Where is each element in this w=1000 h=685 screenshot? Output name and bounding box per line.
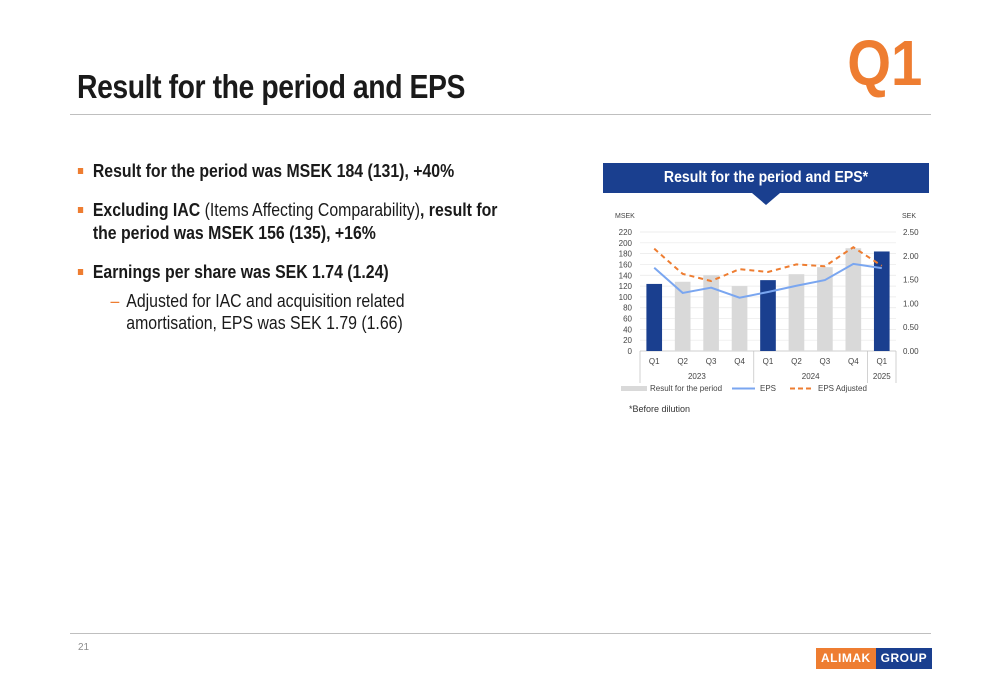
y-left-tick-label: 140 xyxy=(619,271,633,280)
legend-swatch-result xyxy=(621,386,647,391)
bullet-normal-text: (Items Affecting Comparability) xyxy=(200,200,421,220)
y-right-tick-label: 1.50 xyxy=(903,276,919,285)
x-tick-label: Q1 xyxy=(876,357,887,366)
chart-heading: Result for the period and EPS* xyxy=(603,163,929,193)
bar xyxy=(817,267,833,351)
bar xyxy=(788,274,805,351)
footer-divider xyxy=(70,633,931,634)
page-title: Result for the period and EPS xyxy=(77,68,466,105)
bullet-square-icon xyxy=(77,168,84,174)
sub-bullet-item: – Adjusted for IAC and acquisition relat… xyxy=(77,290,478,334)
x-tick-label: Q3 xyxy=(706,357,717,366)
company-logo: ALIMAK GROUP xyxy=(816,648,933,669)
y-right-tick-label: 2.00 xyxy=(903,252,919,261)
bar xyxy=(845,248,862,351)
x-tick-label: Q1 xyxy=(649,357,660,366)
bullet-item: Result for the period was MSEK 184 (131)… xyxy=(77,160,506,183)
eps-adjusted-line xyxy=(653,246,883,283)
y-left-tick-label: 0 xyxy=(628,347,633,356)
x-tick-label: Q4 xyxy=(848,357,859,366)
bullet-item: Earnings per share was SEK 1.74 (1.24) xyxy=(77,261,506,284)
x-tick-label: Q3 xyxy=(820,357,831,366)
year-group-label: 2023 xyxy=(688,372,706,381)
chart-heading-text: Result for the period and EPS* xyxy=(663,169,869,186)
bullet-square-icon xyxy=(77,207,84,213)
y-left-tick-label: 120 xyxy=(619,282,633,291)
bullet-bold-text: Result for the period was MSEK 184 (131)… xyxy=(92,161,455,181)
legend-label-eps: EPS xyxy=(760,384,776,393)
bar xyxy=(703,275,719,351)
bullet-bold-text: Excluding IAC xyxy=(92,200,201,220)
y-left-tick-label: 20 xyxy=(623,336,632,345)
y-right-tick-label: 2.50 xyxy=(903,228,919,237)
y-left-tick-label: 60 xyxy=(623,315,632,324)
bar xyxy=(760,280,776,351)
legend-label-eps-adjusted: EPS Adjusted xyxy=(818,384,867,393)
x-tick-label: Q1 xyxy=(763,357,774,366)
chart-footnote: *Before dilution xyxy=(629,404,691,414)
bar xyxy=(873,251,890,351)
y-left-tick-label: 40 xyxy=(623,325,632,334)
y-left-tick-label: 180 xyxy=(619,250,633,259)
y-left-axis-title: MSEK xyxy=(615,213,635,220)
year-group-label: 2024 xyxy=(802,372,820,381)
quarter-badge: Q1 xyxy=(846,27,922,99)
y-left-tick-label: 200 xyxy=(619,239,633,248)
banner-pointer-icon xyxy=(752,193,780,205)
y-left-tick-label: 220 xyxy=(619,228,633,237)
bullet-item: Excluding IAC (Items Affecting Comparabi… xyxy=(77,199,506,245)
y-right-tick-label: 0.50 xyxy=(903,323,919,332)
y-left-tick-label: 100 xyxy=(619,293,633,302)
sub-bullet-text: Adjusted for IAC and acquisition related… xyxy=(126,291,405,333)
bar xyxy=(674,281,691,351)
x-tick-label: Q2 xyxy=(791,357,802,366)
x-tick-label: Q4 xyxy=(734,357,745,366)
year-group-label: 2025 xyxy=(873,372,891,381)
logo-part-1: ALIMAK xyxy=(816,648,876,669)
logo-part-2: GROUP xyxy=(875,648,933,669)
y-left-tick-label: 160 xyxy=(619,260,633,269)
bar xyxy=(731,286,748,351)
y-right-axis-title: SEK xyxy=(902,213,916,220)
bullet-list: Result for the period was MSEK 184 (131)… xyxy=(77,160,497,334)
page-number: 21 xyxy=(78,642,90,653)
title-divider xyxy=(70,114,931,115)
eps-line xyxy=(653,262,882,299)
bullet-square-icon xyxy=(77,269,84,275)
bullet-bold-text: Earnings per share was SEK 1.74 (1.24) xyxy=(92,262,389,282)
x-tick-label: Q2 xyxy=(677,357,688,366)
bullet-bold-tail: , result for the period was MSEK 156 (13… xyxy=(92,200,498,243)
bar xyxy=(646,283,663,351)
dash-icon: – xyxy=(110,291,120,311)
legend-label-result: Result for the period xyxy=(650,384,722,393)
y-right-tick-label: 0.00 xyxy=(903,347,919,356)
y-right-tick-label: 1.00 xyxy=(903,299,919,308)
y-left-tick-label: 80 xyxy=(623,304,632,313)
